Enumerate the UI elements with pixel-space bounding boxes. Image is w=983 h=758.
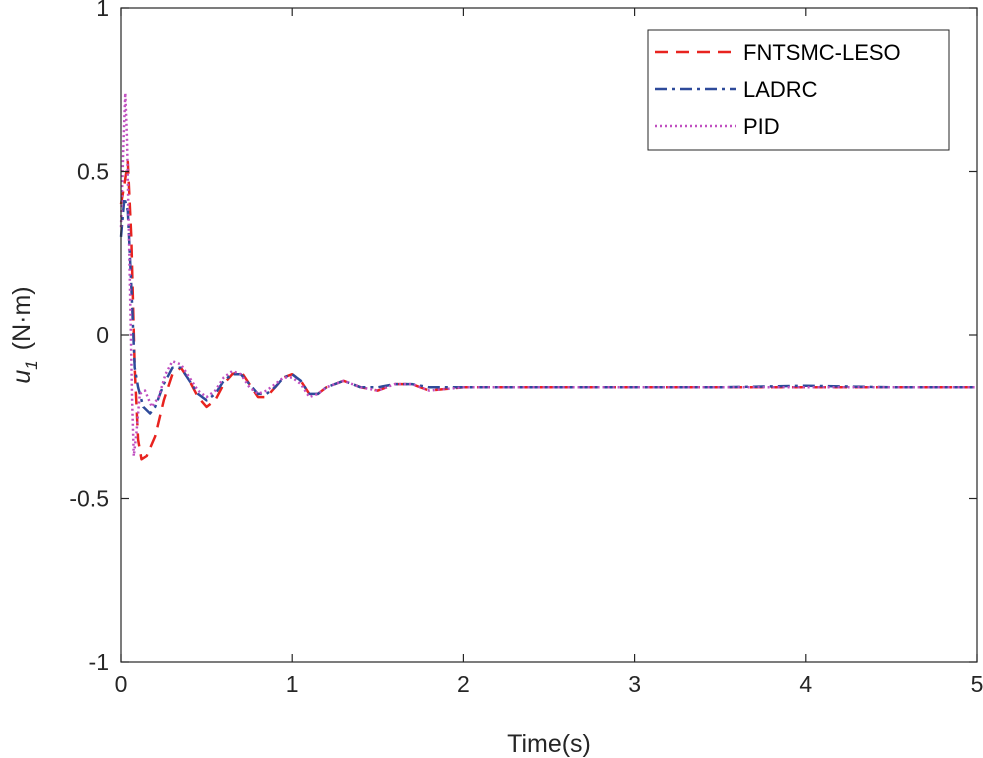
y-axis-label: u1 (N·m) <box>8 286 41 383</box>
y-tick-label: -1 <box>89 649 109 675</box>
x-tick-label: 0 <box>115 671 128 697</box>
svg-text:u1(N·m): u1 (N·m) <box>8 286 41 383</box>
legend-label-fntsmc-leso: FNTSMC-LESO <box>743 40 901 65</box>
ticks-layer: 0 1 2 3 4 5 -1 -0.5 0 0.5 1 <box>69 0 983 697</box>
y-axis-label-symbol: u <box>8 370 36 384</box>
series-line-ladrc <box>119 196 977 415</box>
series-line-pid <box>119 91 977 458</box>
x-tick-label: 1 <box>286 671 299 697</box>
x-tick-label: 4 <box>799 671 812 697</box>
series-layer <box>119 91 977 461</box>
x-tick-label: 5 <box>971 671 983 697</box>
x-tick-label: 3 <box>628 671 641 697</box>
y-tick-label: -0.5 <box>69 486 109 512</box>
legend: FNTSMC-LESO LADRC PID <box>647 29 950 151</box>
x-axis-label: Time(s) <box>507 730 591 758</box>
legend-label-ladrc: LADRC <box>743 77 818 102</box>
y-axis-label-subscript: 1 <box>22 360 41 369</box>
y-tick-label: 0.5 <box>77 159 109 185</box>
y-axis-label-unit: (N·m) <box>8 286 36 350</box>
series-line-fntsmc-leso <box>119 160 977 461</box>
x-tick-label: 2 <box>457 671 470 697</box>
y-tick-label: 1 <box>96 0 109 21</box>
legend-label-pid: PID <box>743 114 780 139</box>
y-tick-label: 0 <box>96 322 109 348</box>
